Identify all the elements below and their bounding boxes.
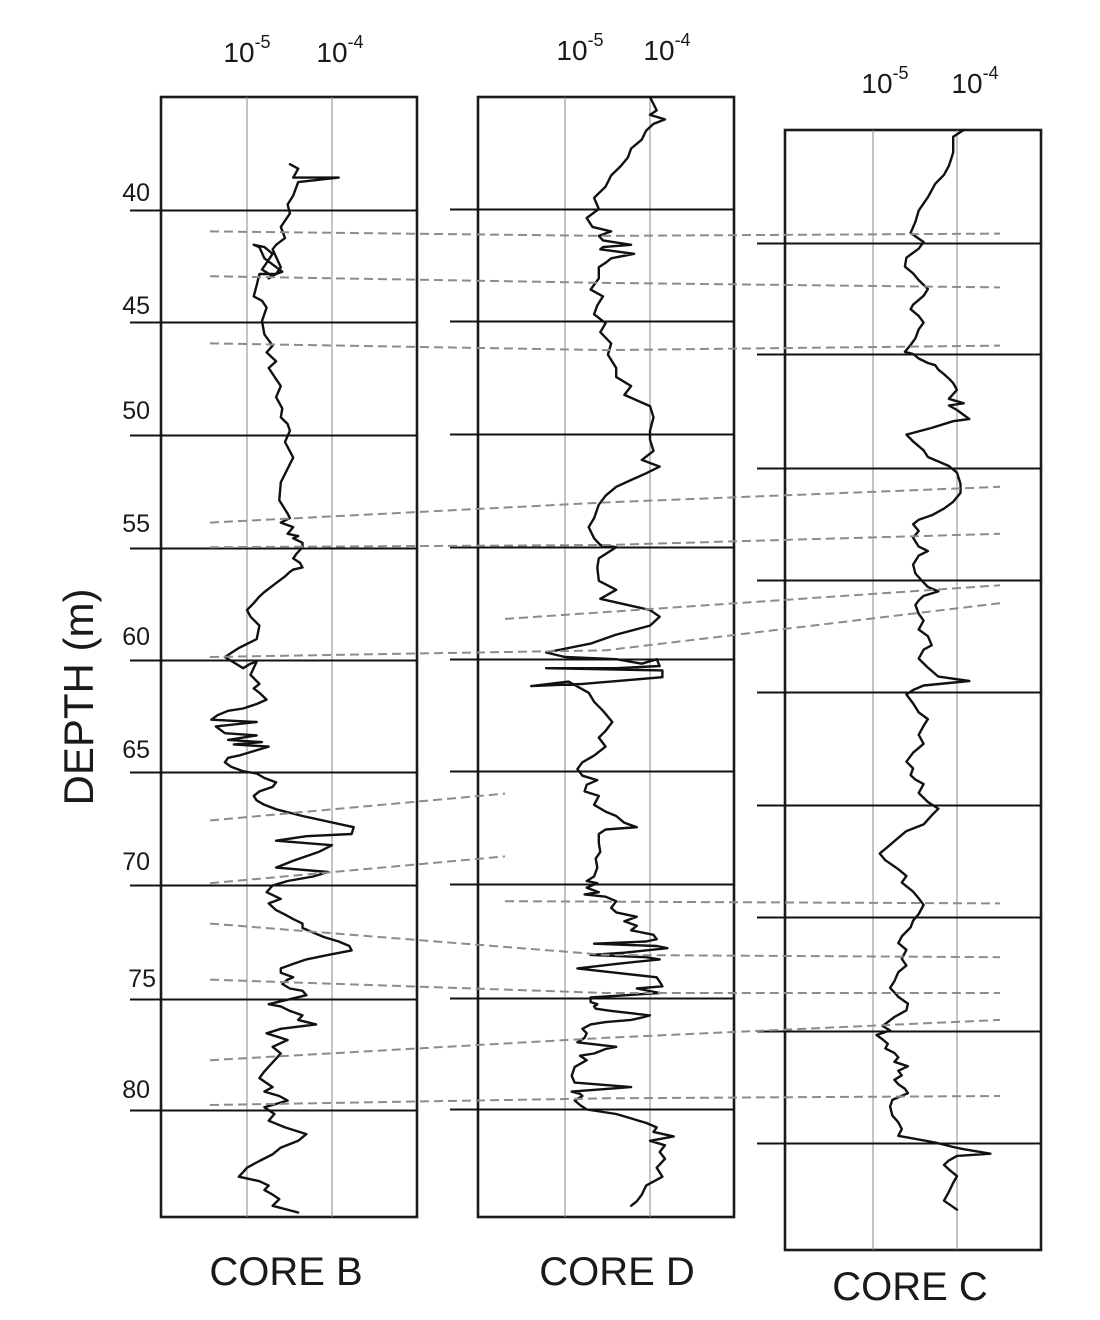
depth-label-50: 50 (122, 397, 150, 425)
correlation-lines (209, 230, 1001, 1106)
correlation-line (209, 230, 1001, 237)
panel-core-c: 10-5 10-4 CORE C (757, 63, 1043, 1309)
tick-base: 10 (556, 35, 587, 66)
depth-label-70: 70 (122, 848, 150, 876)
panel-frame (476, 95, 736, 1219)
tick-exponent: -5 (255, 32, 271, 52)
panel-frame (783, 128, 1043, 1252)
core-d-trace (530, 95, 675, 1207)
depth-label-40: 40 (122, 179, 150, 207)
tick-base: 10 (643, 35, 674, 66)
correlation-line (209, 342, 1001, 352)
x-tick-label-1e-5: 10-5 (861, 63, 908, 99)
tick-exponent: -5 (893, 63, 909, 83)
correlation-line (209, 1095, 1001, 1106)
correlation-line (504, 900, 1001, 905)
tick-base: 10 (316, 37, 347, 68)
panel-core-b: 10-5 10-4 CORE B (130, 32, 419, 1294)
x-tick-label-1e-4: 10-4 (951, 63, 998, 99)
depth-label-65: 65 (122, 736, 150, 764)
correlation-line (209, 978, 1000, 994)
x-tick-label-1e-4: 10-4 (316, 32, 363, 68)
x-tick-label-1e-4: 10-4 (643, 30, 690, 66)
correlation-line (209, 602, 1001, 658)
correlation-line (209, 485, 1001, 524)
correlation-line (209, 275, 1001, 289)
x-tick-label-1e-5: 10-5 (223, 32, 270, 68)
tick-exponent: -4 (348, 32, 364, 52)
depth-tick-lines (450, 208, 734, 1111)
tick-base: 10 (861, 68, 892, 99)
correlation-line (209, 532, 1001, 549)
depth-tick-labels: 40 45 50 55 60 65 70 75 80 (122, 179, 156, 1104)
panel-label-core-c: CORE C (832, 1265, 988, 1309)
panel-label-core-d: CORE D (539, 1250, 695, 1294)
depth-label-80: 80 (122, 1076, 150, 1104)
correlation-line (209, 792, 506, 822)
correlation-line (209, 1018, 1001, 1062)
correlation-line (209, 855, 506, 885)
core-c-trace (875, 128, 992, 1211)
panel-frame (159, 95, 419, 1219)
tick-exponent: -5 (588, 30, 604, 50)
tick-base: 10 (223, 37, 254, 68)
tick-exponent: -4 (983, 63, 999, 83)
panel-label-core-b: CORE B (209, 1250, 362, 1294)
depth-label-75: 75 (128, 965, 156, 993)
depth-label-55: 55 (122, 510, 150, 538)
depth-tick-lines (130, 209, 417, 1112)
depth-tick-lines (757, 242, 1041, 1145)
correlation-line (504, 584, 1001, 620)
y-axis-label: DEPTH (m) (55, 589, 102, 806)
correlation-line (209, 922, 1001, 959)
depth-label-60: 60 (122, 623, 150, 651)
depth-label-45: 45 (122, 292, 150, 320)
panel-core-d: 10-5 10-4 CORE D (450, 30, 736, 1294)
x-tick-label-1e-5: 10-5 (556, 30, 603, 66)
core-b-trace (210, 163, 355, 1214)
tick-base: 10 (951, 68, 982, 99)
tick-exponent: -4 (675, 30, 691, 50)
